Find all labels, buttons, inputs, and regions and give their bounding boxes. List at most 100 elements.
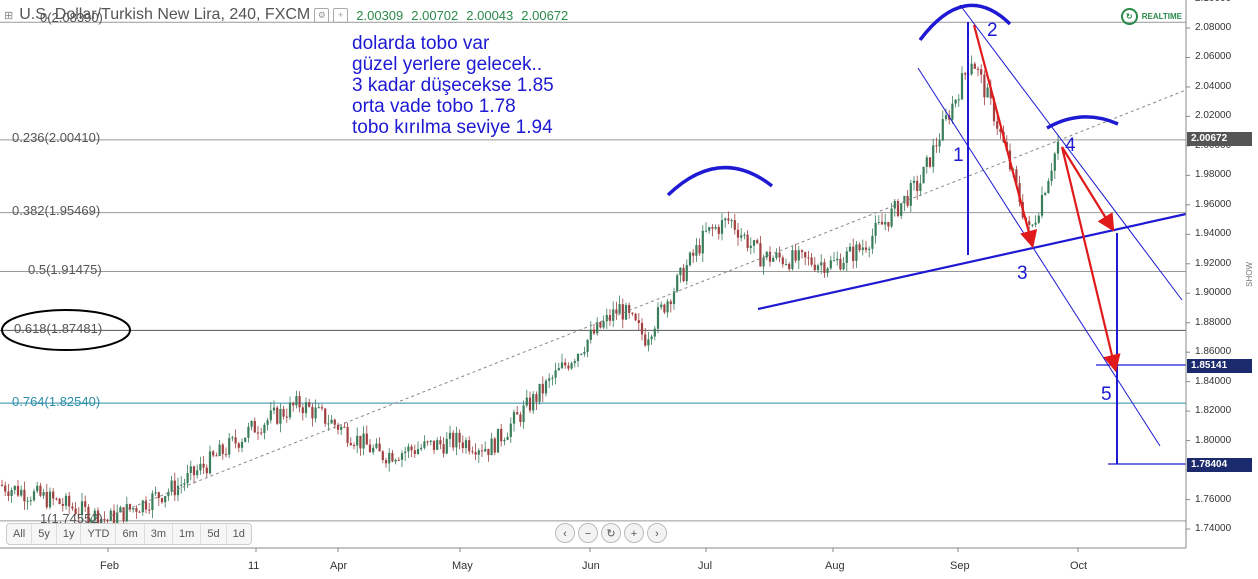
candle-body bbox=[980, 69, 983, 75]
candle-body bbox=[208, 451, 212, 474]
range-1y-button[interactable]: 1y bbox=[57, 524, 82, 544]
candle-body bbox=[388, 452, 391, 464]
candle-body bbox=[93, 510, 96, 521]
candle-body bbox=[218, 444, 221, 456]
candle-body bbox=[410, 446, 413, 451]
channel-lower bbox=[917, 67, 1161, 447]
candle-body bbox=[596, 321, 599, 334]
range-1d-button[interactable]: 1d bbox=[232, 528, 245, 540]
candle-body bbox=[599, 321, 602, 328]
symbol-title[interactable]: U.S. Dollar/Turkish New Lira, 240, FXCM bbox=[19, 6, 311, 23]
candle-body bbox=[989, 87, 992, 99]
candle-body bbox=[240, 441, 244, 448]
candle-body bbox=[68, 495, 71, 507]
candle-body bbox=[807, 257, 810, 259]
annotation-text[interactable]: dolarda tobo var güzel yerlere gelecek..… bbox=[352, 33, 554, 138]
candle-body bbox=[247, 426, 250, 438]
fib-label-0618: 0.618(1.87481) bbox=[14, 321, 103, 336]
candle-body bbox=[976, 68, 980, 70]
candle-body bbox=[186, 472, 189, 484]
range-5d-button[interactable]: 5d bbox=[201, 524, 227, 544]
candle-body bbox=[736, 229, 740, 238]
range-6m-button[interactable]: 6m bbox=[116, 524, 145, 544]
candle-body bbox=[480, 450, 484, 452]
candle-body bbox=[183, 483, 186, 485]
y-tick-label: 2.06000 bbox=[1195, 51, 1232, 63]
candle-body bbox=[621, 304, 624, 320]
candle-body bbox=[528, 397, 532, 411]
range-5y-button[interactable]: 5y bbox=[32, 524, 57, 544]
red-arrow-1 bbox=[972, 24, 1038, 249]
candle-body bbox=[282, 408, 285, 417]
candle-body bbox=[90, 520, 93, 524]
reset-icon[interactable]: ↻ bbox=[601, 523, 621, 543]
candle-body bbox=[532, 394, 535, 411]
candle-body bbox=[564, 362, 567, 366]
candle-body bbox=[356, 435, 359, 446]
candle-body bbox=[554, 370, 557, 378]
candle-body bbox=[996, 121, 999, 129]
range-1m-button[interactable]: 1m bbox=[173, 524, 202, 544]
scroll-right-icon[interactable]: › bbox=[647, 523, 667, 543]
y-tick-label: 1.80000 bbox=[1195, 434, 1232, 446]
candle-body bbox=[368, 444, 372, 453]
candle-body bbox=[455, 432, 458, 448]
candle-body bbox=[324, 408, 327, 424]
candle-body bbox=[695, 245, 698, 256]
candle-body bbox=[436, 440, 439, 450]
settings-icon[interactable]: ⚙ bbox=[314, 7, 330, 23]
x-tick-label: Aug bbox=[825, 560, 845, 572]
candle-body bbox=[704, 230, 708, 232]
range-ytd-button[interactable]: YTD bbox=[81, 524, 117, 544]
candle-body bbox=[349, 442, 352, 446]
candle-body bbox=[378, 443, 381, 452]
fib-label-1: 1(1.74552) bbox=[40, 511, 103, 526]
candle-body bbox=[583, 351, 586, 354]
candle-body bbox=[372, 447, 375, 453]
candle-body bbox=[1050, 170, 1053, 182]
candle-body bbox=[272, 407, 276, 411]
candle-body bbox=[864, 247, 868, 250]
candle-body bbox=[954, 99, 957, 104]
candle-body bbox=[269, 410, 272, 421]
candle-body bbox=[416, 449, 420, 454]
zoom-in-icon[interactable]: + bbox=[624, 523, 644, 543]
add-indicator-icon[interactable]: + bbox=[333, 7, 349, 23]
candle-body bbox=[391, 452, 394, 462]
candle-body bbox=[938, 140, 941, 147]
show-panel-tab[interactable]: SHOW bbox=[1245, 262, 1254, 287]
candle-body bbox=[458, 432, 461, 443]
candle-body bbox=[122, 507, 125, 522]
range-all-button[interactable]: All bbox=[7, 524, 33, 544]
plus-icon[interactable]: ⊞ bbox=[4, 9, 14, 22]
candle-body bbox=[352, 445, 356, 447]
candle-body bbox=[551, 377, 554, 379]
candle-body bbox=[605, 314, 608, 322]
candle-body bbox=[327, 423, 330, 425]
candle-body bbox=[196, 470, 199, 476]
candle-body bbox=[154, 492, 157, 494]
range-3m-button[interactable]: 3m bbox=[145, 524, 174, 544]
candle-body bbox=[100, 518, 103, 527]
candle-body bbox=[493, 438, 496, 453]
candle-body bbox=[413, 450, 416, 454]
candle-body bbox=[842, 262, 845, 270]
candle-body bbox=[560, 362, 564, 369]
candle-body bbox=[16, 485, 20, 496]
candle-body bbox=[13, 485, 16, 491]
scroll-left-icon[interactable]: ‹ bbox=[555, 523, 575, 543]
zoom-out-icon[interactable]: − bbox=[578, 523, 598, 543]
candle-body bbox=[858, 244, 861, 251]
candle-body bbox=[522, 405, 525, 422]
range-selector: All 5y 1y YTD 6m 3m 1m 5d 1d bbox=[6, 523, 252, 545]
wave-label-4: 4 bbox=[1065, 135, 1076, 156]
candle-body bbox=[525, 397, 528, 406]
candle-body bbox=[880, 221, 884, 225]
candle-body bbox=[445, 438, 448, 454]
candle-body bbox=[29, 500, 32, 502]
candle-body bbox=[829, 260, 832, 269]
candle-body bbox=[189, 466, 192, 473]
chart-header: ⊞ U.S. Dollar/Turkish New Lira, 240, FXC… bbox=[0, 4, 1188, 26]
candle-body bbox=[346, 427, 349, 443]
